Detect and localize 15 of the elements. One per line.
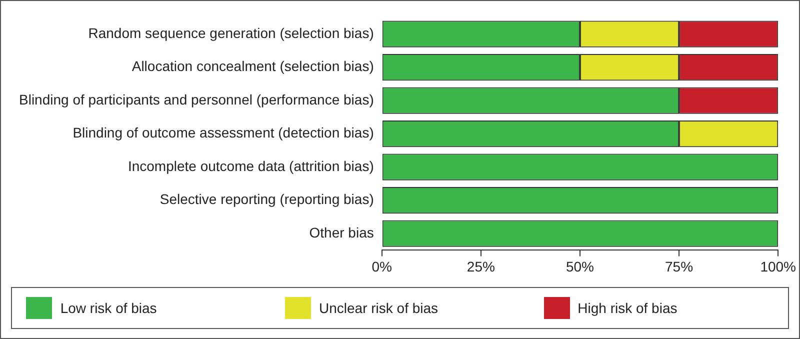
legend-label: Low risk of bias [60,300,157,316]
y-tick-label: Random sequence generation (selection bias) [88,24,374,41]
y-tick-label: Blinding of outcome assessment (detection bias) [72,124,374,141]
y-tick-label: Other bias [309,224,374,240]
x-tick-label: 100% [760,258,796,274]
legend-label: High risk of bias [578,300,678,316]
y-tick-label: Selective reporting (reporting bias) [160,191,374,208]
x-tick-label: 50% [566,258,594,274]
x-tick-label: 25% [466,258,495,274]
y-tick-label: Allocation concealment (selection bias) [132,58,374,74]
y-tick-label: Incomplete outcome data (attrition bias) [128,158,374,174]
legend-label: Unclear risk of bias [318,300,438,316]
x-tick-label: 75% [665,258,694,274]
x-tick-label: 0% [372,258,392,274]
y-tick-label: Blinding of participants and personnel (performance bias) [18,91,374,108]
